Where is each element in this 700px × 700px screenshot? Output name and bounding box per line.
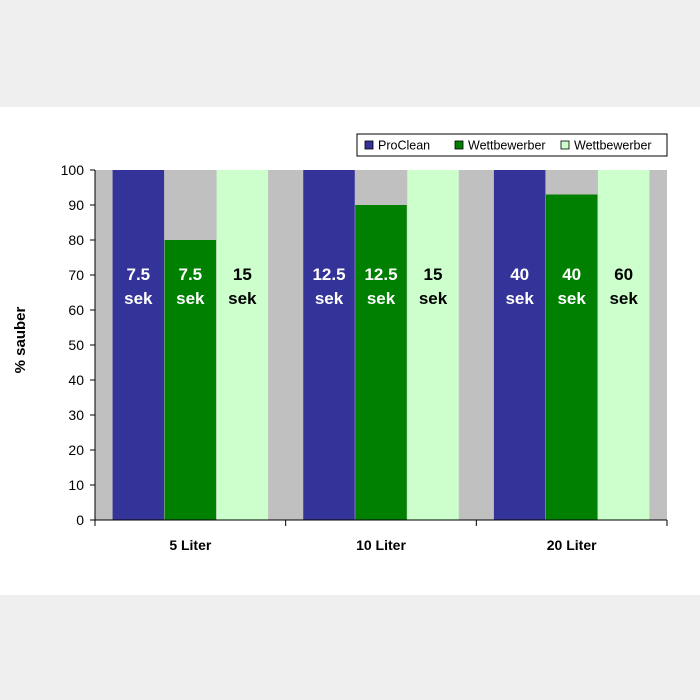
y-tick-label: 80 <box>68 232 84 248</box>
bar-data-label: sek <box>505 289 534 308</box>
legend-swatch <box>560 140 570 150</box>
bar-data-label: sek <box>228 289 257 308</box>
y-tick-label: 50 <box>68 337 84 353</box>
bar-data-label: sek <box>176 289 205 308</box>
x-tick-label: 10 Liter <box>356 537 406 553</box>
bar <box>493 170 546 520</box>
bar <box>545 194 598 520</box>
y-tick-label: 30 <box>68 407 84 423</box>
bar-data-label: sek <box>609 289 638 308</box>
bar <box>597 170 650 520</box>
bar-data-label: sek <box>419 289 448 308</box>
bar <box>303 170 355 520</box>
legend-label: ProClean <box>378 139 430 153</box>
legend-swatch <box>454 140 464 150</box>
bar-data-label: sek <box>124 289 153 308</box>
bar-data-label: 7.5 <box>127 265 151 284</box>
y-tick-label: 60 <box>68 302 84 318</box>
bar <box>216 170 269 520</box>
bar-data-label: 15 <box>424 265 443 284</box>
legend: ProClean Wettbewerber Wettbewerber <box>356 133 668 157</box>
bar-data-label: 60 <box>614 265 633 284</box>
legend-box <box>356 133 668 157</box>
bar-data-label: 40 <box>510 265 529 284</box>
y-tick-label: 10 <box>68 477 84 493</box>
bar-data-label: sek <box>367 289 396 308</box>
bar-data-label: sek <box>557 289 586 308</box>
bar-data-label: 40 <box>562 265 581 284</box>
legend-label: Wettbewerber <box>574 139 652 153</box>
y-axis-title: % sauber <box>12 306 29 373</box>
x-tick-label: 20 Liter <box>547 537 597 553</box>
bar-data-label: 15 <box>233 265 252 284</box>
bar <box>164 240 217 520</box>
bar <box>112 170 165 520</box>
bar-data-label: 12.5 <box>312 265 345 284</box>
y-tick-label: 20 <box>68 442 84 458</box>
y-tick-label: 0 <box>76 512 84 528</box>
bar-data-label: 7.5 <box>179 265 203 284</box>
y-tick-label: 40 <box>68 372 84 388</box>
bar <box>407 170 459 520</box>
y-tick-label: 90 <box>68 197 84 213</box>
bar-data-label: sek <box>315 289 344 308</box>
bar <box>355 205 407 520</box>
legend-swatch <box>364 140 374 150</box>
y-tick-label: 70 <box>68 267 84 283</box>
x-tick-label: 5 Liter <box>169 537 212 553</box>
bar-data-label: 12.5 <box>364 265 397 284</box>
y-tick-label: 100 <box>61 162 85 178</box>
legend-label: Wettbewerber <box>468 139 546 153</box>
